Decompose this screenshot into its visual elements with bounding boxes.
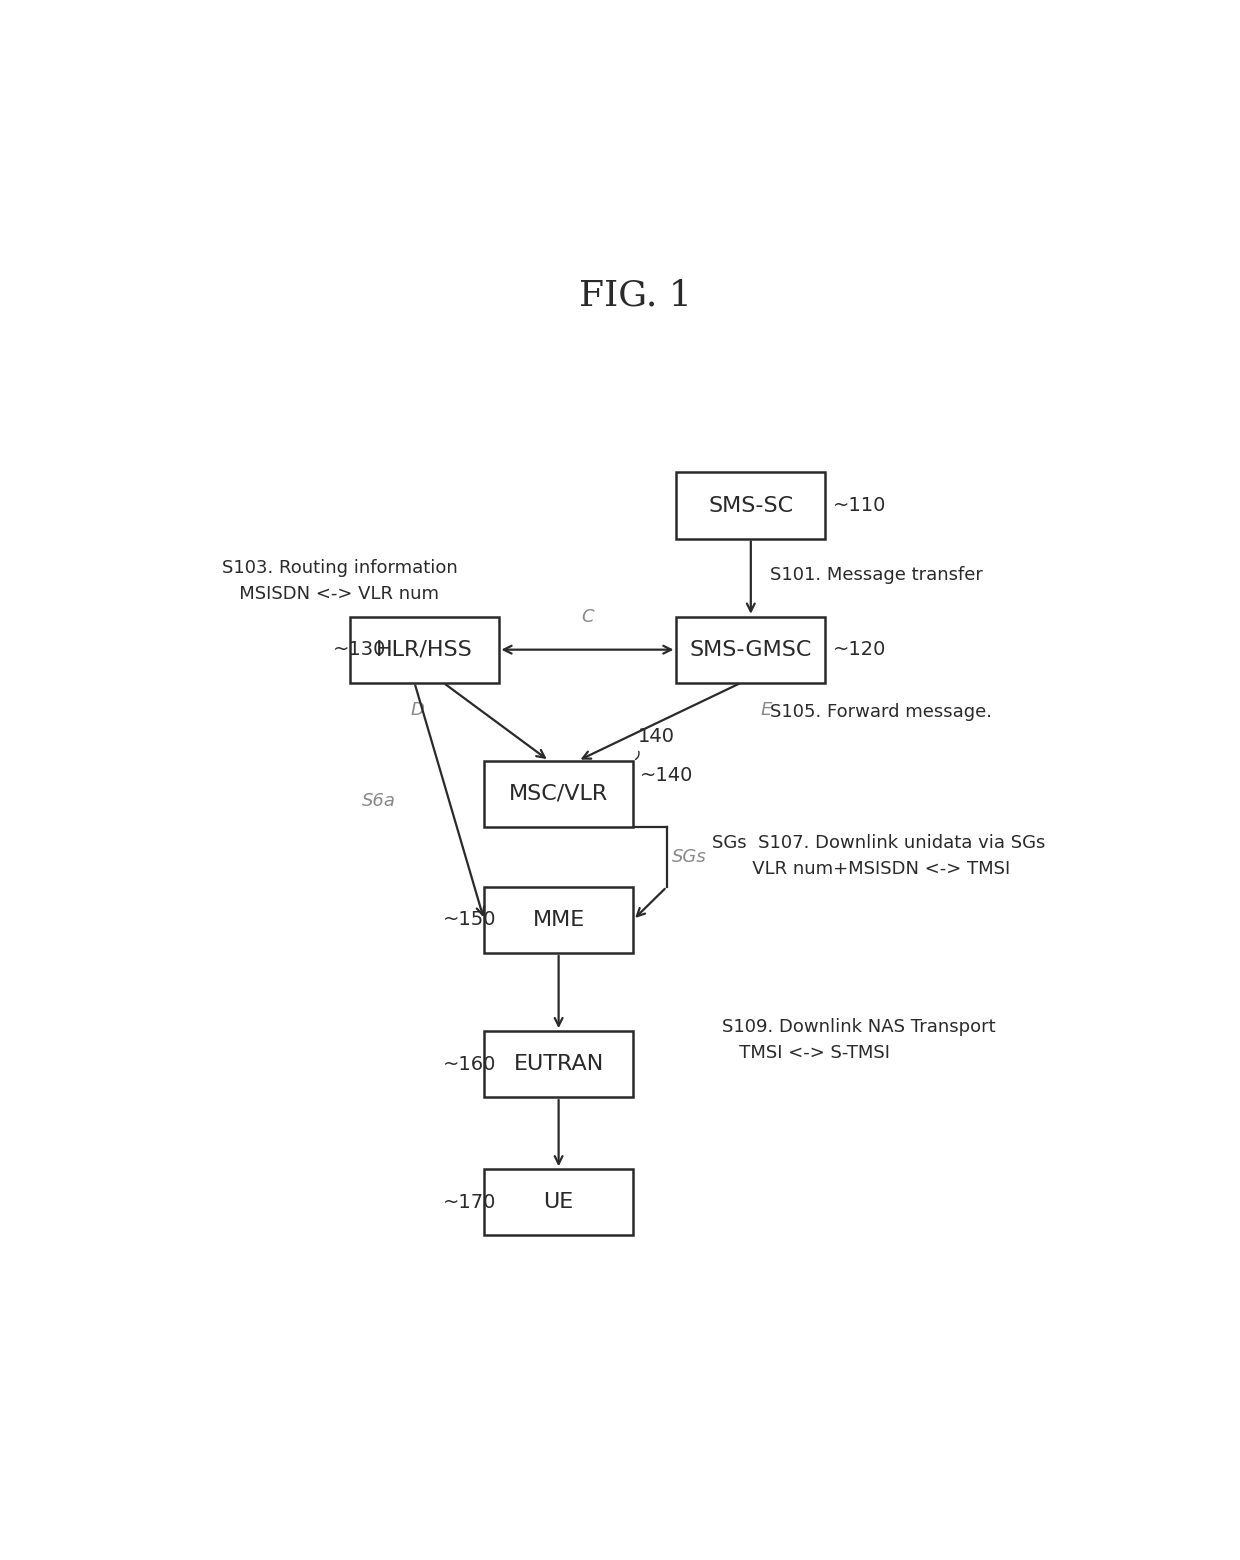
Text: SMS-GMSC: SMS-GMSC [689, 640, 812, 660]
Text: UE: UE [543, 1192, 574, 1212]
Text: S6a: S6a [362, 792, 396, 810]
Text: ~150: ~150 [444, 911, 497, 930]
Text: ~110: ~110 [832, 496, 885, 515]
Text: MME: MME [532, 909, 585, 930]
Text: ~120: ~120 [832, 640, 885, 660]
Text: HLR/HSS: HLR/HSS [376, 640, 472, 660]
Text: E: E [760, 700, 771, 719]
Text: MSC/VLR: MSC/VLR [508, 783, 609, 803]
Bar [676, 616, 826, 683]
Text: S109. Downlink NAS Transport
   TMSI <-> S-TMSI: S109. Downlink NAS Transport TMSI <-> S-… [722, 1017, 996, 1062]
Text: ~170: ~170 [444, 1193, 497, 1212]
Text: SMS-SC: SMS-SC [708, 496, 794, 515]
Bar [350, 616, 498, 683]
Text: S103. Routing information
   MSISDN <-> VLR num: S103. Routing information MSISDN <-> VLR… [222, 558, 458, 604]
Text: FIG. 1: FIG. 1 [579, 278, 692, 312]
Text: EUTRAN: EUTRAN [513, 1055, 604, 1075]
Text: ~160: ~160 [444, 1055, 497, 1073]
Bar [484, 888, 634, 953]
Text: ~130: ~130 [332, 640, 386, 660]
Text: D: D [410, 700, 424, 719]
Bar [484, 761, 634, 827]
Text: S101. Message transfer: S101. Message transfer [770, 566, 983, 583]
Text: C: C [582, 608, 594, 626]
Text: S105. Forward message.: S105. Forward message. [770, 704, 992, 721]
Text: 140: 140 [637, 727, 675, 746]
Text: ~140: ~140 [640, 766, 693, 785]
Bar [484, 1168, 634, 1236]
Text: SGs: SGs [672, 849, 707, 866]
Bar [676, 473, 826, 538]
Text: SGs  S107. Downlink unidata via SGs
       VLR num+MSISDN <-> TMSI: SGs S107. Downlink unidata via SGs VLR n… [712, 835, 1045, 878]
Bar [484, 1031, 634, 1097]
